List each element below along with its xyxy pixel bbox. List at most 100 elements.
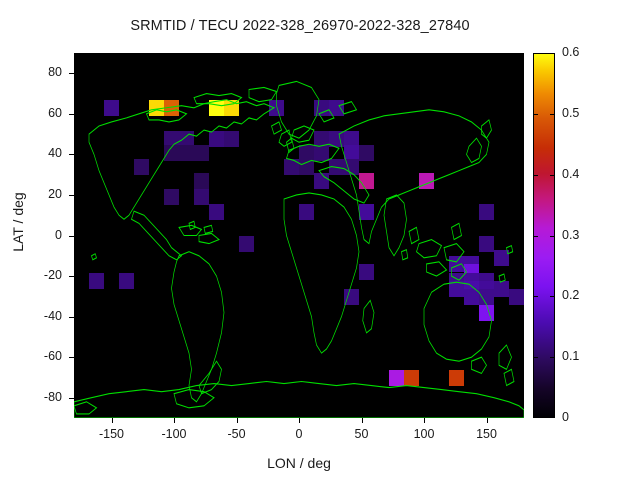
colorbar-tick-mark bbox=[533, 113, 538, 115]
colorbar-tick-mark bbox=[533, 296, 538, 298]
heatmap-cell bbox=[224, 130, 239, 147]
colorbar-tick-label: 0.6 bbox=[562, 45, 580, 59]
x-tick-label: 50 bbox=[354, 427, 369, 441]
heatmap-cell bbox=[284, 159, 299, 176]
colorbar-tick-label: 0.1 bbox=[562, 349, 580, 364]
heatmap-cell bbox=[314, 130, 329, 147]
heatmap-cell bbox=[494, 250, 509, 267]
heatmap-cell bbox=[164, 144, 179, 161]
x-tick-mark bbox=[174, 418, 175, 423]
heatmap-cell bbox=[509, 288, 524, 305]
heatmap-cell bbox=[479, 288, 494, 305]
heatmap-cell bbox=[389, 369, 404, 386]
heatmap-cell bbox=[329, 100, 344, 117]
heatmap-cell bbox=[329, 130, 344, 147]
heatmap-cell bbox=[194, 173, 209, 190]
heatmap-cell bbox=[404, 369, 419, 386]
y-tick-label: -20 bbox=[43, 268, 62, 283]
heatmap-cell bbox=[314, 100, 329, 117]
y-tick-mark bbox=[69, 235, 74, 237]
x-tick-label: -100 bbox=[161, 427, 187, 441]
x-tick-label: 150 bbox=[476, 427, 497, 441]
colorbar-tick-mark bbox=[550, 235, 555, 237]
y-tick-label: 0 bbox=[55, 227, 62, 242]
y-tick-mark bbox=[69, 73, 74, 75]
x-tick-mark bbox=[486, 418, 488, 423]
map-plot-area bbox=[74, 53, 524, 418]
y-tick-mark bbox=[69, 113, 74, 115]
colorbar-tick-mark bbox=[550, 113, 555, 115]
heatmap-cell bbox=[299, 203, 314, 220]
heatmap-cell bbox=[464, 288, 479, 305]
x-tick-label: -150 bbox=[98, 427, 125, 441]
heatmap-cell bbox=[179, 144, 194, 161]
heatmap-cell bbox=[149, 100, 164, 117]
y-tick-label: 20 bbox=[48, 186, 62, 201]
heatmap-cell bbox=[209, 203, 224, 220]
colorbar-tick-label: 0.5 bbox=[562, 105, 580, 120]
heatmap-cell bbox=[479, 203, 494, 220]
heatmap-cell bbox=[359, 203, 374, 220]
heatmap-cell bbox=[164, 100, 179, 117]
y-tick-label: 40 bbox=[48, 146, 62, 161]
colorbar-tick-label: 0.2 bbox=[562, 288, 580, 303]
x-axis-title: LON / deg bbox=[267, 455, 331, 471]
heatmap-cell bbox=[359, 144, 374, 161]
y-tick-mark bbox=[69, 276, 74, 278]
x-tick-mark bbox=[361, 418, 363, 423]
heatmap-cell bbox=[209, 130, 224, 147]
x-tick-mark bbox=[424, 418, 425, 423]
heatmap-cell bbox=[164, 189, 179, 206]
heatmap-cell bbox=[194, 144, 209, 161]
heatmap-cell bbox=[479, 236, 494, 253]
y-tick-mark bbox=[69, 154, 74, 156]
heatmap-cell bbox=[359, 264, 374, 281]
x-tick-mark bbox=[299, 418, 300, 423]
y-axis-title: LAT / deg bbox=[10, 192, 26, 252]
heatmap-cell bbox=[269, 100, 284, 117]
colorbar-tick-mark bbox=[550, 174, 555, 176]
y-tick-label: 60 bbox=[48, 105, 62, 120]
y-tick-label: 80 bbox=[48, 65, 62, 80]
coastline-overlay bbox=[74, 80, 524, 418]
heatmap-cell bbox=[449, 369, 464, 386]
colorbar-tick-label: 0 bbox=[562, 410, 569, 424]
heatmap-cell bbox=[299, 144, 314, 161]
x-tick-label: -50 bbox=[227, 427, 246, 441]
heatmap-cell bbox=[104, 100, 119, 117]
colorbar-tick-mark bbox=[550, 296, 555, 298]
heatmap-cell bbox=[344, 288, 359, 305]
y-tick-mark bbox=[69, 357, 74, 359]
colorbar-tick-label: 0.3 bbox=[562, 227, 580, 242]
y-tick-mark bbox=[69, 397, 74, 399]
heatmap-cell bbox=[449, 256, 464, 273]
colorbar-tick-mark bbox=[550, 357, 555, 359]
colorbar-tick-mark bbox=[533, 235, 538, 237]
x-tick-mark bbox=[111, 418, 113, 423]
heatmap-cell bbox=[314, 144, 329, 161]
heatmap-cell bbox=[134, 159, 149, 176]
heatmap-cell bbox=[239, 236, 254, 253]
colorbar-gradient bbox=[533, 53, 555, 418]
y-tick-mark bbox=[69, 194, 74, 196]
y-tick-mark bbox=[69, 316, 74, 318]
colorbar-tick-label: 0.4 bbox=[562, 166, 580, 181]
y-tick-label: -80 bbox=[43, 389, 62, 404]
y-tick-label: -40 bbox=[43, 308, 62, 323]
heatmap-cell bbox=[344, 130, 359, 147]
heatmap-cell bbox=[494, 280, 509, 297]
x-tick-mark bbox=[236, 418, 238, 423]
heatmap-cell bbox=[344, 144, 359, 161]
heatmap-cell bbox=[119, 272, 134, 289]
heatmap-cell bbox=[299, 159, 314, 176]
heatmap-cell bbox=[194, 189, 209, 206]
colorbar-tick-mark bbox=[533, 357, 538, 359]
y-tick-label: -60 bbox=[43, 349, 62, 364]
colorbar-tick-mark bbox=[533, 174, 538, 176]
heatmap-cell bbox=[449, 280, 464, 297]
x-tick-label: 0 bbox=[295, 427, 303, 441]
heatmap-cell bbox=[89, 272, 104, 289]
x-tick-label: 100 bbox=[413, 427, 435, 441]
chart-title: SRMTID / TECU 2022-328_26970-2022-328_27… bbox=[130, 18, 470, 34]
